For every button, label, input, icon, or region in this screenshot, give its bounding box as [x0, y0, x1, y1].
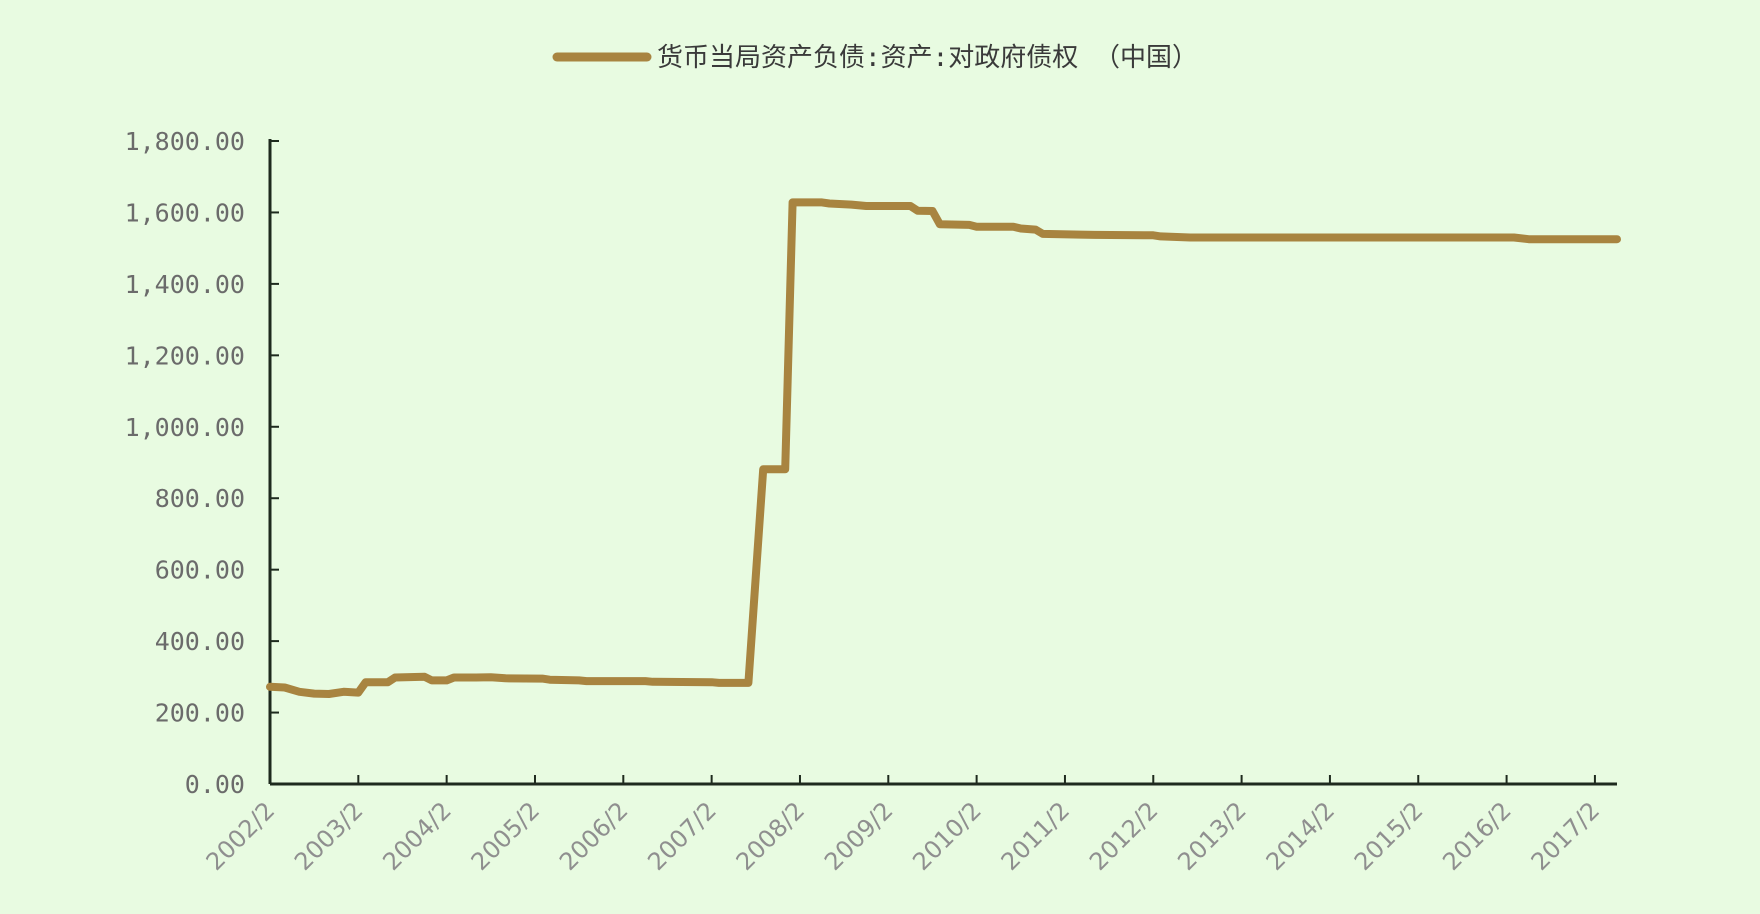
y-tick-label: 400.00 — [155, 627, 245, 656]
legend: 货币当局资产负债:资产:对政府债权 （中国） — [552, 43, 1198, 73]
x-tick-label: 2010/2 — [907, 796, 987, 876]
y-axis: 0.00 200.00 400.00 600.00 800.00 1,000.00 1,20… — [125, 127, 279, 799]
y-tick-label: 1,400.00 — [125, 270, 245, 299]
x-tick-label: 2009/2 — [819, 796, 899, 876]
x-tick-label: 2006/2 — [554, 796, 634, 876]
y-tick-label: 1,600.00 — [125, 198, 245, 227]
x-tick-label: 2016/2 — [1437, 796, 1517, 876]
x-tick-label: 2005/2 — [466, 796, 546, 876]
x-tick-label: 2013/2 — [1172, 796, 1252, 876]
series-line-0 — [266, 198, 1621, 698]
y-tick-label: 800.00 — [155, 484, 245, 513]
x-tick-label: 2008/2 — [731, 796, 811, 876]
y-tick-label: 200.00 — [155, 699, 245, 728]
x-axis: 2002/2 2003/2 2004/2 2005/2 2006/2 2007/2 2008… — [201, 775, 1617, 876]
x-tick-label: 2011/2 — [996, 796, 1076, 876]
x-tick-label: 2004/2 — [377, 796, 457, 876]
x-tick-label: 2017/2 — [1526, 796, 1606, 876]
x-tick-label: 2015/2 — [1349, 796, 1429, 876]
legend-label: 货币当局资产负债:资产:对政府债权 （中国） — [657, 43, 1198, 73]
x-tick-label: 2007/2 — [642, 796, 722, 876]
x-tick-label: 2003/2 — [289, 796, 369, 876]
y-tick-label: 1,200.00 — [125, 341, 245, 370]
x-tick-label: 2012/2 — [1084, 796, 1164, 876]
series-layer — [266, 198, 1621, 698]
x-tick-label: 2014/2 — [1261, 796, 1341, 876]
y-tick-label: 1,000.00 — [125, 413, 245, 442]
y-tick-label: 0.00 — [185, 770, 245, 799]
y-tick-label: 600.00 — [155, 556, 245, 585]
x-tick-label: 2002/2 — [201, 796, 281, 876]
y-tick-label: 1,800.00 — [125, 127, 245, 156]
